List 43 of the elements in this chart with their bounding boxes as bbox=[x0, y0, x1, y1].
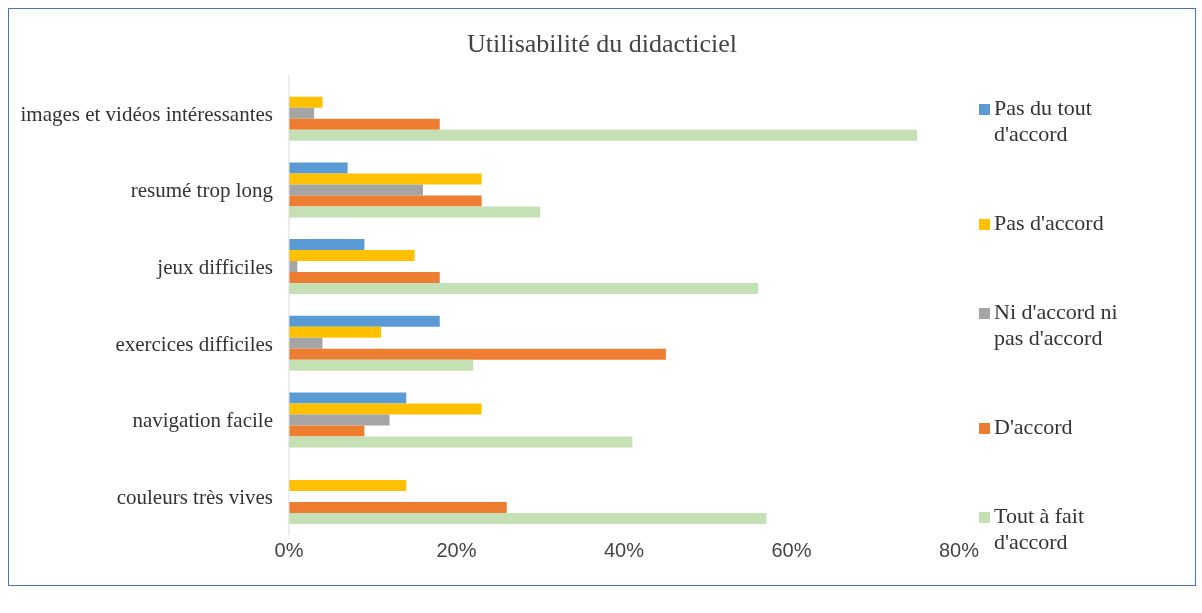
bar bbox=[289, 283, 758, 295]
bar bbox=[289, 272, 440, 284]
y-tick-label: navigation facile bbox=[132, 408, 273, 433]
bar bbox=[289, 436, 633, 448]
y-tick-label: resumé trop long bbox=[130, 178, 274, 203]
bar bbox=[289, 129, 918, 141]
bar bbox=[289, 480, 407, 492]
chart-title: Utilisabilité du didacticiel bbox=[465, 29, 738, 59]
bar bbox=[289, 502, 507, 514]
y-tick-label: couleurs très vives bbox=[116, 485, 273, 510]
x-tick-label: 40% bbox=[603, 539, 645, 562]
legend-label: Ni d'accord ni pas d'accord bbox=[994, 299, 1119, 351]
bar bbox=[289, 250, 415, 262]
bar bbox=[289, 403, 482, 415]
bar bbox=[289, 96, 323, 108]
x-tick-label: 20% bbox=[436, 539, 477, 562]
bar bbox=[289, 414, 390, 426]
x-tick-label: 80% bbox=[938, 539, 980, 562]
x-tick-label: 0% bbox=[274, 539, 304, 562]
y-tick-label: images et vidéos intéressantes bbox=[20, 101, 273, 126]
bar bbox=[289, 118, 440, 130]
bar bbox=[289, 392, 407, 404]
bar bbox=[289, 326, 382, 338]
legend-label: D'accord bbox=[994, 414, 1073, 440]
legend-label: Pas du tout d'accord bbox=[994, 95, 1093, 147]
bar bbox=[289, 359, 474, 371]
bar bbox=[289, 162, 348, 174]
bar bbox=[289, 107, 315, 119]
y-tick-label: jeux difficiles bbox=[156, 255, 273, 280]
bar bbox=[289, 315, 440, 327]
bar bbox=[289, 206, 541, 218]
x-tick-label: 60% bbox=[771, 539, 812, 562]
bar bbox=[289, 425, 365, 437]
bar bbox=[289, 348, 666, 360]
bar bbox=[289, 513, 767, 525]
bar bbox=[289, 173, 482, 185]
legend-label: Tout à fait d'accord bbox=[994, 503, 1086, 555]
bar bbox=[289, 195, 482, 207]
y-tick-label: exercices difficiles bbox=[115, 331, 273, 356]
bar bbox=[289, 184, 423, 196]
bar bbox=[289, 337, 323, 349]
legend-label: Pas d'accord bbox=[994, 210, 1104, 236]
bar bbox=[289, 239, 365, 251]
